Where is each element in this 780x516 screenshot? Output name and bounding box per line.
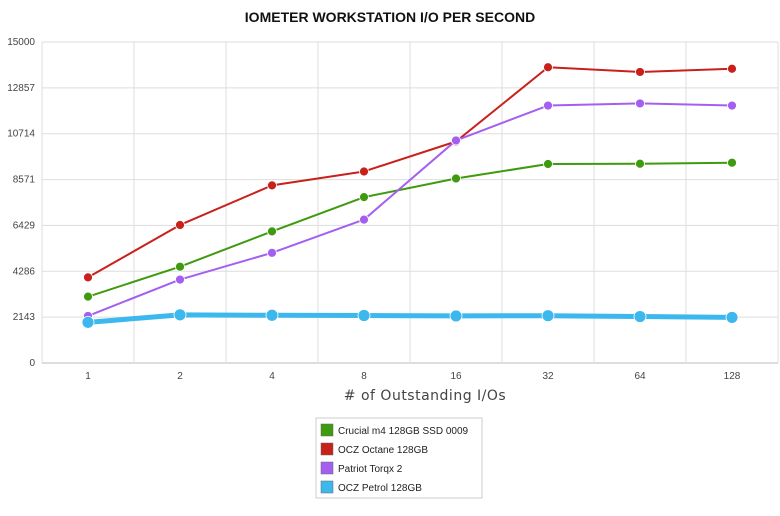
x-tick-label: 16: [450, 371, 462, 382]
data-point: [451, 173, 461, 184]
x-tick-label: 32: [542, 371, 554, 382]
data-point: [175, 261, 185, 272]
data-point: [265, 308, 279, 322]
x-tick-label: 2: [177, 371, 183, 382]
data-point: [267, 247, 277, 258]
x-tick-label: 64: [634, 371, 646, 382]
data-point: [359, 166, 369, 177]
legend-entry: Patriot Torqx 2: [338, 464, 403, 475]
series-line: [87, 312, 733, 325]
data-point: [357, 309, 371, 322]
x-tick-label: 1: [85, 371, 91, 382]
data-point: [633, 310, 647, 323]
data-point: [267, 226, 277, 237]
y-tick-label: 6429: [13, 220, 36, 231]
data-point: [175, 220, 185, 230]
series-group: [83, 98, 737, 321]
data-point: [359, 192, 369, 203]
data-point: [543, 62, 553, 73]
legend-entry: OCZ Octane 128GB: [338, 445, 428, 456]
x-tick-label: 8: [361, 371, 367, 382]
y-tick-label: 10714: [7, 129, 35, 140]
y-tick-label: 4286: [13, 266, 36, 277]
data-point: [175, 274, 185, 285]
legend-box: [315, 417, 483, 499]
series-line: [87, 161, 733, 298]
y-tick-label: 12857: [7, 83, 35, 94]
legend-entry: OCZ Petrol 128GB: [338, 483, 422, 494]
series-lines: [81, 62, 739, 329]
series-group: [81, 308, 739, 329]
legend-swatch: [320, 461, 334, 475]
data-point: [267, 180, 277, 191]
data-point: [83, 291, 93, 302]
data-point: [635, 67, 645, 77]
data-point: [81, 315, 95, 329]
y-tick-label: 15000: [7, 37, 35, 48]
data-point: [727, 157, 737, 168]
x-axis: 1 2 4 8 16 32 64 128: [85, 371, 741, 382]
y-tick-label: 0: [29, 358, 35, 369]
x-tick-label: 4: [269, 371, 275, 382]
data-point: [635, 158, 645, 169]
legend-swatch: [320, 480, 334, 494]
data-point: [635, 98, 645, 109]
series-group: [83, 157, 737, 302]
y-tick-label: 2143: [13, 312, 36, 323]
legend-entry: Crucial m4 128GB SSD 0009: [338, 426, 469, 437]
data-point: [541, 309, 555, 323]
data-point: [451, 135, 461, 146]
data-point: [543, 100, 553, 111]
y-tick-label: 8571: [13, 175, 36, 186]
legend-swatch: [320, 423, 334, 437]
data-point: [543, 159, 553, 169]
data-point: [725, 311, 739, 324]
legend: Crucial m4 128GB SSD 0009 OCZ Octane 128G…: [315, 417, 483, 499]
x-tick-label: 128: [724, 371, 741, 382]
data-point: [727, 63, 737, 74]
data-point: [173, 308, 187, 322]
data-point: [449, 309, 463, 323]
data-point: [727, 100, 737, 111]
series-line: [87, 102, 733, 317]
chart-title: IOMETER WORKSTATION I/O PER SECOND: [245, 9, 535, 25]
x-axis-label: # of Outstanding I/Os: [344, 388, 506, 404]
y-axis: 0 2143 4286 6429 8571 10714 12857 15000: [7, 37, 35, 369]
legend-swatch: [320, 442, 334, 456]
data-point: [359, 214, 369, 225]
series-line: [87, 66, 733, 279]
data-point: [83, 272, 93, 283]
